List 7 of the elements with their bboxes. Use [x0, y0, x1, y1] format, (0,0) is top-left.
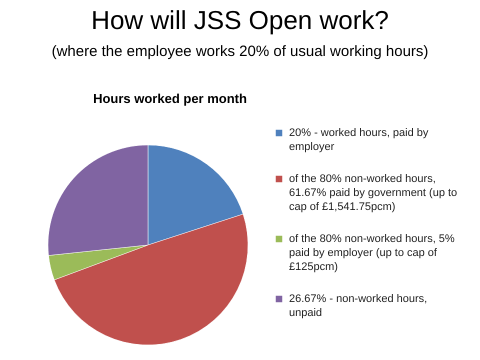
- legend-label: of the 80% non-worked hours, 5% paid by employer (up to cap of £125pcm): [289, 233, 455, 273]
- legend-label: 26.67% - non-worked hours, unpaid: [289, 293, 428, 319]
- text: Hours worked per month: [93, 91, 247, 106]
- legend-label: 20% - worked hours, paid by employer: [289, 127, 429, 153]
- chart-title: How will JSS Open work?: [91, 5, 389, 35]
- legend-label: of the 80% non-worked hours, 61.67% paid by government (up to cap of £1,541.75pcm): [289, 173, 458, 213]
- chart-subtitle: (where the employee works 20% of usual working hours): [52, 43, 428, 60]
